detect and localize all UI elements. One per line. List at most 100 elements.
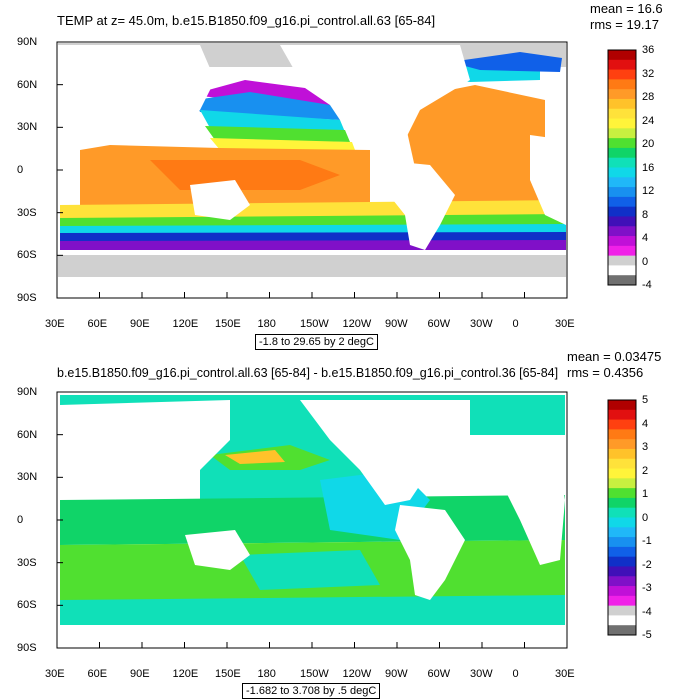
colorbar-swatch — [608, 108, 636, 120]
colorbar-label: 0 — [642, 511, 649, 524]
panel1-rms: rms = 19.17 — [590, 17, 660, 32]
panel1-south-america-land — [380, 160, 455, 250]
colorbar-swatch — [608, 69, 636, 80]
x-tick-label: 30W — [470, 668, 493, 680]
colorbar-swatch — [608, 400, 636, 411]
colorbar-swatch — [608, 98, 636, 110]
x-tick-label: 30E — [555, 318, 575, 330]
panel1-title: TEMP at z= 45.0m, b.e15.B1850.f09_g16.pi… — [57, 13, 436, 28]
colorbar-swatch — [608, 128, 636, 139]
colorbar-swatch — [608, 147, 636, 159]
colorbar-swatch — [608, 517, 636, 528]
colorbar-swatch — [608, 586, 636, 597]
panel1-asia-land — [95, 45, 215, 135]
panel1-band-south-cyan — [60, 224, 566, 234]
y-tick-label: 60N — [17, 428, 38, 441]
panel2-map — [56, 391, 568, 649]
colorbar-frame — [607, 49, 637, 286]
colorbar-label: 12 — [642, 185, 655, 197]
panel2-mean: mean = 0.03475 — [567, 349, 662, 364]
colorbar-label: 20 — [642, 138, 655, 150]
panel2-north-america-land — [300, 400, 470, 505]
panel1-map — [56, 41, 568, 299]
colorbar-swatch — [608, 409, 636, 421]
colorbar-label: -4 — [642, 279, 652, 291]
y-tick-label: 90S — [17, 642, 37, 654]
panel1-mean: mean = 16.6 — [590, 1, 663, 16]
colorbar-label: -5 — [642, 629, 652, 641]
colorbar-frame — [607, 399, 637, 636]
colorbar-swatch — [608, 419, 636, 430]
colorbar-swatch — [608, 556, 636, 567]
x-tick-label: 120W — [342, 668, 372, 680]
colorbar-swatch — [608, 206, 636, 217]
colorbar-swatch — [608, 59, 636, 71]
colorbar-swatch — [608, 118, 636, 129]
x-tick-label: 60E — [87, 318, 108, 330]
colorbar-swatch — [608, 187, 636, 198]
colorbar-label: -3 — [642, 582, 652, 594]
colorbar-swatch — [608, 275, 636, 286]
panel2-asia-land — [60, 400, 230, 490]
colorbar-label: 16 — [642, 161, 655, 174]
colorbar-swatch — [608, 497, 636, 509]
colorbar-label: 3 — [642, 441, 649, 453]
colorbar-label: 8 — [642, 208, 649, 221]
x-tick-label: 120E — [172, 668, 199, 680]
x-tick-label: 90W — [385, 318, 408, 330]
colorbar-swatch — [608, 488, 636, 499]
panel2-colorbar — [607, 399, 637, 636]
x-tick-label: 60E — [87, 668, 108, 680]
colorbar-label: 28 — [642, 91, 655, 103]
panel2-title: b.e15.B1850.f09_g16.pi_control.all.63 [6… — [57, 366, 559, 380]
colorbar-swatch — [608, 196, 636, 208]
colorbar-swatch — [608, 236, 636, 247]
colorbar-swatch — [608, 216, 636, 227]
panel2-band-south-pacific-cyan — [240, 550, 380, 590]
colorbar-label: 4 — [642, 232, 649, 244]
colorbar-swatch — [608, 226, 636, 237]
colorbar-swatch — [608, 507, 636, 518]
colorbar-label: 0 — [642, 255, 649, 268]
x-tick-label: 90W — [385, 668, 408, 680]
colorbar-label: -1 — [642, 535, 652, 547]
panel2-rms: rms = 0.4356 — [567, 365, 644, 380]
x-tick-label: 150E — [215, 668, 241, 680]
colorbar-swatch — [608, 576, 636, 587]
panel1-band-pacific-core — [150, 160, 340, 190]
panel2-south-america-land — [395, 505, 465, 600]
panel2-band-kuroshio-warm — [225, 450, 285, 464]
colorbar-swatch — [608, 167, 636, 178]
x-tick-label: 180 — [257, 318, 276, 330]
colorbar-swatch — [608, 448, 636, 460]
colorbar-swatch — [608, 89, 636, 100]
x-tick-label: 30E — [45, 318, 65, 330]
panel2-tick-marks — [56, 391, 568, 649]
colorbar-label: 2 — [642, 464, 649, 477]
x-tick-label: 150W — [300, 668, 329, 680]
colorbar-swatch — [608, 605, 636, 616]
colorbar-swatch — [608, 595, 636, 607]
x-tick-label: 30W — [470, 318, 493, 330]
colorbar-swatch — [608, 177, 636, 188]
panel1-band-south-purple — [60, 240, 566, 250]
panel1-band-antarctic-land — [58, 255, 566, 277]
x-tick-label: 120W — [342, 318, 372, 330]
colorbar-swatch — [608, 157, 636, 168]
panel2-australia-land — [185, 530, 250, 570]
colorbar-swatch — [608, 468, 636, 479]
colorbar-swatch — [608, 138, 636, 149]
y-tick-label: 60S — [17, 249, 37, 262]
colorbar-label: 36 — [642, 44, 655, 56]
panel1-band-north-pacific-green — [205, 126, 350, 142]
y-tick-label: 60S — [17, 599, 37, 612]
colorbar-swatch — [608, 245, 636, 257]
y-tick-label: 0 — [17, 164, 24, 176]
colorbar-swatch — [608, 566, 636, 577]
colorbar-swatch — [608, 255, 636, 266]
colorbar-swatch — [608, 527, 636, 538]
panel1-band-atlantic-north-blue — [450, 52, 562, 72]
panel1-band-north-pacific-yellow — [210, 138, 355, 150]
panel1-africa-south-land — [530, 135, 566, 225]
